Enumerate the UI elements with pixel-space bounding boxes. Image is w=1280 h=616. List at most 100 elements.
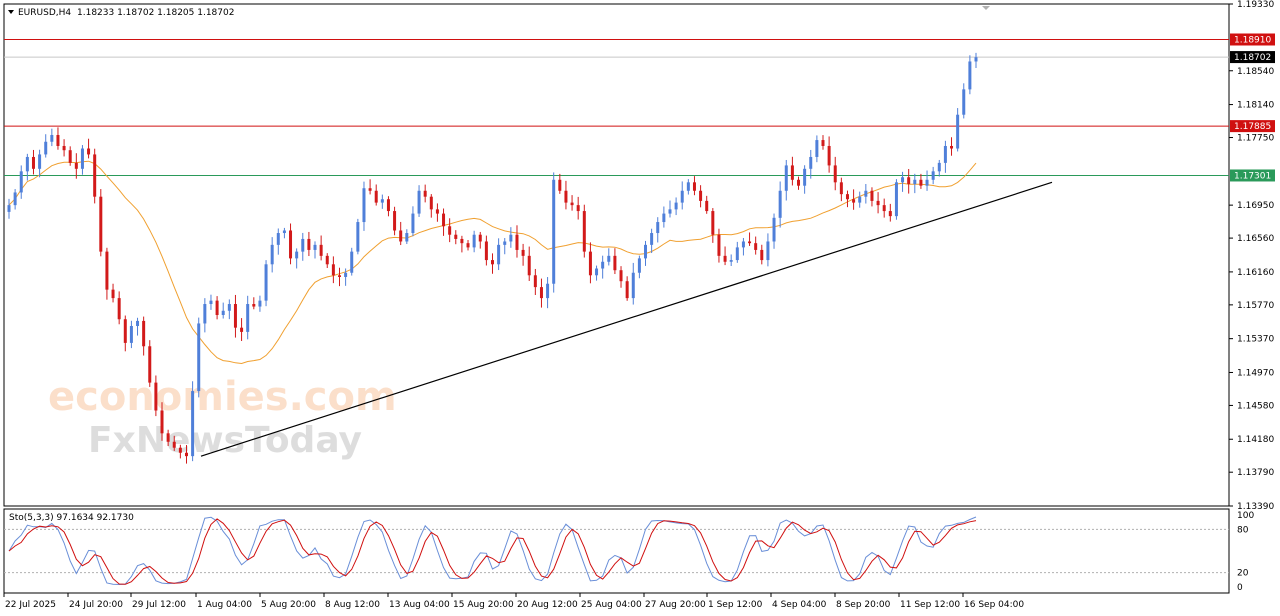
candle-body	[674, 202, 678, 210]
stochastic-axis-label: 0	[1237, 583, 1243, 593]
candle-body	[570, 202, 574, 206]
candle-body	[240, 327, 244, 332]
candle-body	[331, 264, 335, 276]
scroll-marker-icon[interactable]	[982, 6, 990, 10]
stochastic-label: Sto(5,3,3) 97.1634 92.1730	[9, 513, 134, 523]
x-tick-label: 16 Sep 04:00	[964, 600, 1024, 610]
candle-body	[87, 148, 91, 155]
candle-body	[839, 182, 843, 195]
candle-body	[784, 165, 788, 191]
candle-body	[289, 230, 293, 259]
candle-body	[931, 171, 935, 180]
candle-body	[123, 319, 127, 343]
candle-body	[478, 234, 482, 242]
candle-body	[472, 234, 476, 248]
candle-body	[974, 57, 978, 62]
collapse-triangle-icon[interactable]	[8, 10, 14, 14]
resistance-upper-price-tag	[1230, 33, 1275, 46]
candle-body	[129, 325, 133, 343]
y-tick-label: 1.16560	[1237, 234, 1274, 244]
candle-body	[790, 165, 794, 180]
ascending-trendline[interactable]	[200, 181, 1053, 457]
candle-body	[748, 241, 752, 244]
candle-body	[680, 190, 684, 203]
candle-body	[754, 243, 758, 250]
candle-body	[882, 205, 886, 212]
trendline-layer	[200, 181, 1053, 457]
candle-body	[209, 300, 213, 305]
candle-body	[411, 213, 415, 234]
y-tick-label: 1.14180	[1237, 435, 1274, 445]
candle-body	[7, 205, 11, 212]
y-tick-label: 1.16950	[1237, 201, 1274, 211]
horizontal-levels: 1.18910 1.17885 1.17301 1.18702	[4, 33, 1275, 182]
candle-body	[270, 244, 274, 265]
moving-average-layer	[8, 160, 977, 365]
candle-body	[19, 171, 23, 193]
candle-body	[80, 148, 84, 169]
candle-body	[686, 182, 690, 191]
candle-body	[845, 194, 849, 200]
candle-body	[943, 145, 947, 163]
y-tick-label: 1.14580	[1237, 401, 1274, 411]
candle-body	[368, 188, 372, 191]
candle-body	[491, 260, 494, 265]
candle-body	[631, 272, 635, 299]
candle-body	[766, 241, 770, 261]
stochastic-axis-label: 80	[1237, 525, 1249, 535]
x-tick-label: 15 Aug 20:00	[453, 600, 514, 610]
candle-body	[595, 268, 599, 276]
candle-body	[950, 145, 954, 149]
candle-body	[258, 300, 262, 307]
candle-body	[894, 182, 898, 217]
x-tick-label: 8 Sep 20:00	[836, 600, 891, 610]
stochastic-axis-label: 100	[1237, 511, 1254, 521]
candle-body	[937, 162, 941, 172]
candle-body	[99, 196, 103, 252]
candle-body	[160, 410, 164, 434]
candle-body	[356, 222, 360, 252]
moving-average-line	[8, 160, 977, 365]
candle-body	[362, 188, 366, 223]
candle-body	[852, 199, 856, 203]
candle-body	[454, 234, 458, 239]
ohlc-values: 1.18233 1.18702 1.18205 1.18702	[77, 8, 234, 18]
x-tick-label: 25 Aug 04:00	[581, 600, 642, 610]
candle-body	[435, 209, 439, 214]
candle-body	[699, 190, 703, 201]
x-tick-label: 1 Aug 04:00	[197, 600, 252, 610]
candle-body	[552, 179, 556, 284]
candle-body	[772, 217, 776, 242]
candle-body	[864, 190, 868, 197]
candle-body	[350, 251, 354, 273]
candle-body	[711, 211, 715, 235]
candle-body	[313, 244, 317, 250]
candle-body	[778, 190, 782, 218]
candle-body	[301, 238, 305, 252]
candle-body	[276, 233, 280, 245]
candle-body	[178, 447, 182, 453]
candle-body	[582, 211, 586, 252]
candles-layer	[7, 52, 978, 464]
candle-body	[448, 226, 452, 235]
candle-body	[607, 255, 611, 262]
y-tick-label: 1.13790	[1237, 468, 1274, 478]
candle-body	[576, 205, 580, 212]
y-tick-label: 1.13390	[1237, 502, 1274, 512]
x-tick-label: 5 Aug 20:00	[261, 600, 316, 610]
candle-body	[337, 275, 341, 277]
candle-body	[564, 190, 568, 203]
x-tick-label: 11 Sep 12:00	[900, 600, 960, 610]
resistance-lower-price-label: 1.17885	[1234, 122, 1271, 132]
candle-body	[741, 241, 745, 248]
candle-body	[423, 190, 427, 197]
candle-body	[527, 255, 531, 276]
candle-body	[729, 260, 733, 262]
symbol-label: EURUSD,H4	[18, 8, 71, 18]
main-pane	[3, 3, 1230, 507]
candle-body	[417, 190, 421, 214]
candle-body	[521, 249, 525, 256]
candle-body	[809, 156, 813, 169]
candle-body	[93, 154, 97, 197]
candle-body	[215, 300, 219, 316]
